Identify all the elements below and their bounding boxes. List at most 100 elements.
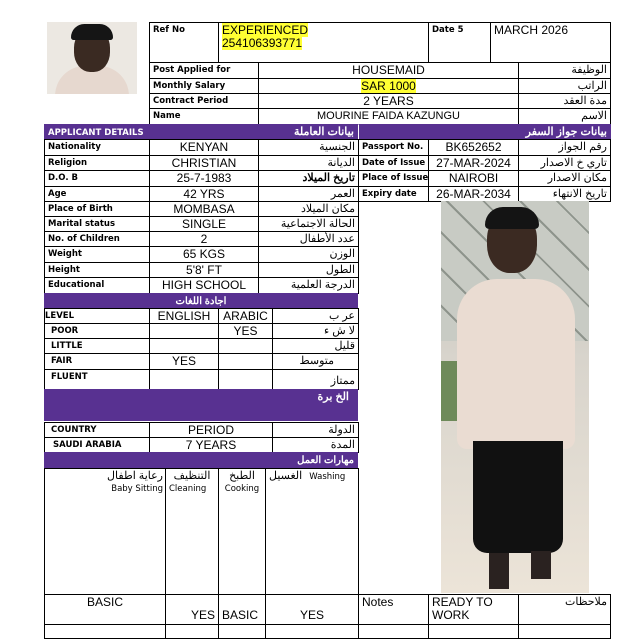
empty-cell <box>265 624 359 639</box>
applicant-arabic: الوزن <box>258 246 359 263</box>
applicant-value: KENYAN <box>149 139 259 156</box>
empty-cell <box>428 624 519 639</box>
ref-experience: EXPERIENCED <box>222 23 309 37</box>
name-label: Name <box>149 108 259 125</box>
experience-country: SAUDI ARABIA <box>44 437 150 453</box>
level-fluent: FLUENT <box>44 369 150 390</box>
job-arabic: الوظيفة <box>518 62 611 79</box>
little-arabic-label: قليل <box>272 338 359 354</box>
applicant-value: HIGH SCHOOL <box>149 277 259 294</box>
applicant-label: Nationality <box>44 139 150 156</box>
level-label: LEVEL <box>44 308 150 324</box>
ref-no-value: EXPERIENCED 254106393771 <box>218 22 429 63</box>
cooking-value: BASIC <box>218 594 266 625</box>
skill-washing: الغسيل Washing <box>265 468 359 595</box>
passport-arabic: تاريخ الانتهاء <box>518 186 611 202</box>
salary-arabic: الراتب <box>518 78 611 94</box>
passport-label: Date of Issue <box>358 155 429 171</box>
arabic-poor: YES <box>218 323 273 339</box>
contract-label: Contract Period <box>149 93 259 109</box>
english-poor <box>149 323 219 339</box>
experience-header: الخ برة <box>44 389 358 421</box>
applicant-value: 2 <box>149 231 259 247</box>
level-little: LITTLE <box>44 338 150 354</box>
applicant-label: Age <box>44 186 150 202</box>
period-arabic-label: المدة <box>272 437 359 453</box>
applicant-value: SINGLE <box>149 216 259 232</box>
period-label: PERIOD <box>149 422 273 438</box>
passport-value: 27-MAR-2024 <box>428 155 519 171</box>
fluent-arabic-label: ممتاز <box>272 369 359 390</box>
name-arabic: الاسم <box>518 108 611 125</box>
level-fair: FAIR <box>44 353 150 370</box>
applicant-arabic: تاريخ الميلاد <box>258 170 359 187</box>
empty-cell <box>218 624 266 639</box>
arabic-fluent <box>218 369 273 390</box>
applicant-label: Educational <box>44 277 150 294</box>
applicant-value: 42 YRS <box>149 186 259 202</box>
level-poor: POOR <box>44 323 150 339</box>
applicant-arabic: الدرجة العلمية <box>258 277 359 294</box>
applicant-value: MOMBASA <box>149 201 259 217</box>
applicant-label: D.O. B <box>44 170 150 187</box>
skill-arabic: رعاية اطفال <box>107 470 163 482</box>
job-value: HOUSEMAID <box>258 62 519 79</box>
fair-arabic-label: متوسط <box>272 353 359 370</box>
passport-arabic: رقم الجواز <box>518 139 611 156</box>
washing-value: YES <box>265 594 359 625</box>
empty-cell <box>165 624 219 639</box>
passport-value: 26-MAR-2034 <box>428 186 519 202</box>
applicant-label: Place of Birth <box>44 201 150 217</box>
applicant-full-body-photo <box>441 201 589 593</box>
skill-english: Baby Sitting <box>111 484 163 494</box>
salary-label: Monthly Salary <box>149 78 259 94</box>
baby-sitting-value: BASIC <box>44 594 166 625</box>
empty-cell <box>358 624 429 639</box>
ref-phone: 254106393771 <box>222 36 303 50</box>
english-fluent <box>149 369 219 390</box>
applicant-arabic: الحالة الاجتماعية <box>258 216 359 232</box>
job-label: Post Applied for <box>149 62 259 79</box>
applicant-label: No. of Children <box>44 231 150 247</box>
applicant-value: 65 KGS <box>149 246 259 263</box>
applicant-details-header: APPLICANT DETAILS <box>44 124 244 140</box>
skill-arabic: التنظيف <box>173 470 211 482</box>
passport-details-arabic: بيانات جواز السفر <box>358 124 611 140</box>
arabic-little <box>218 338 273 354</box>
passport-value: BK652652 <box>428 139 519 156</box>
applicant-value: 5'8' FT <box>149 262 259 278</box>
applicant-label: Height <box>44 262 150 278</box>
arabic-language-label: عر ب <box>272 308 359 324</box>
english-little <box>149 338 219 354</box>
date-label: Date 5 <box>428 22 491 63</box>
ref-no-label: Ref No <box>149 22 219 63</box>
applicant-arabic: العمر <box>258 186 359 202</box>
country-arabic-label: الدولة <box>272 422 359 438</box>
passport-label: Passport No. <box>358 139 429 156</box>
languages-header: اجادة اللغات <box>44 293 358 309</box>
skill-english: Washing <box>309 472 346 482</box>
skill-baby-sitting: رعاية اطفال Baby Sitting <box>44 468 166 595</box>
applicant-label: Religion <box>44 155 150 171</box>
passport-value: NAIROBI <box>428 170 519 187</box>
experience-period: 7 YEARS <box>149 437 273 453</box>
arabic-fair <box>218 353 273 370</box>
notes-arabic: ملاحظات <box>518 594 611 625</box>
salary-value: SAR 1000 <box>258 78 519 94</box>
applicant-arabic: الطول <box>258 262 359 278</box>
skill-cleaning: التنظيف Cleaning <box>165 468 219 595</box>
salary-amount: SAR 1000 <box>361 79 416 93</box>
contract-arabic: مدة العقد <box>518 93 611 109</box>
contract-value: 2 YEARS <box>258 93 519 109</box>
country-label: COUNTRY <box>44 422 150 438</box>
empty-cell <box>44 624 166 639</box>
applicant-value: CHRISTIAN <box>149 155 259 171</box>
applicant-arabic: عدد الأطفال <box>258 231 359 247</box>
applicant-arabic: الديانة <box>258 155 359 171</box>
passport-label: Place of Issue <box>358 170 429 187</box>
applicant-label: Marital status <box>44 216 150 232</box>
applicant-label: Weight <box>44 246 150 263</box>
applicant-value: 25-7-1983 <box>149 170 259 187</box>
applicant-arabic: مكان الميلاد <box>258 201 359 217</box>
skills-header: مهارات العمل <box>44 452 358 469</box>
